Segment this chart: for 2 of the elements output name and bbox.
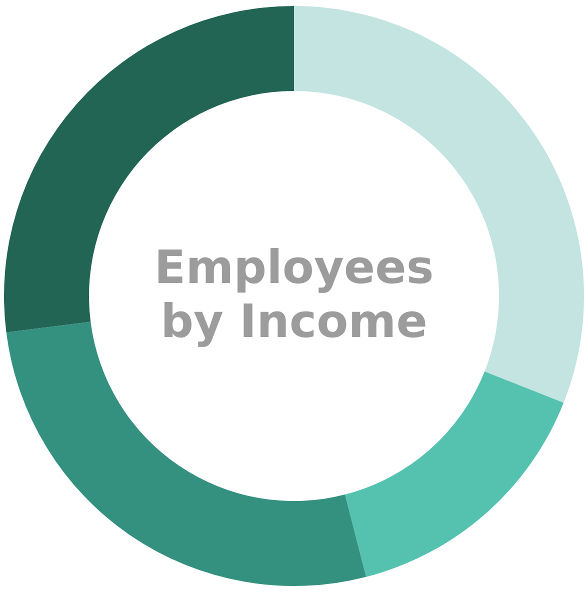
text: Employees by Income [154, 240, 434, 348]
donut-slice [344, 371, 564, 577]
